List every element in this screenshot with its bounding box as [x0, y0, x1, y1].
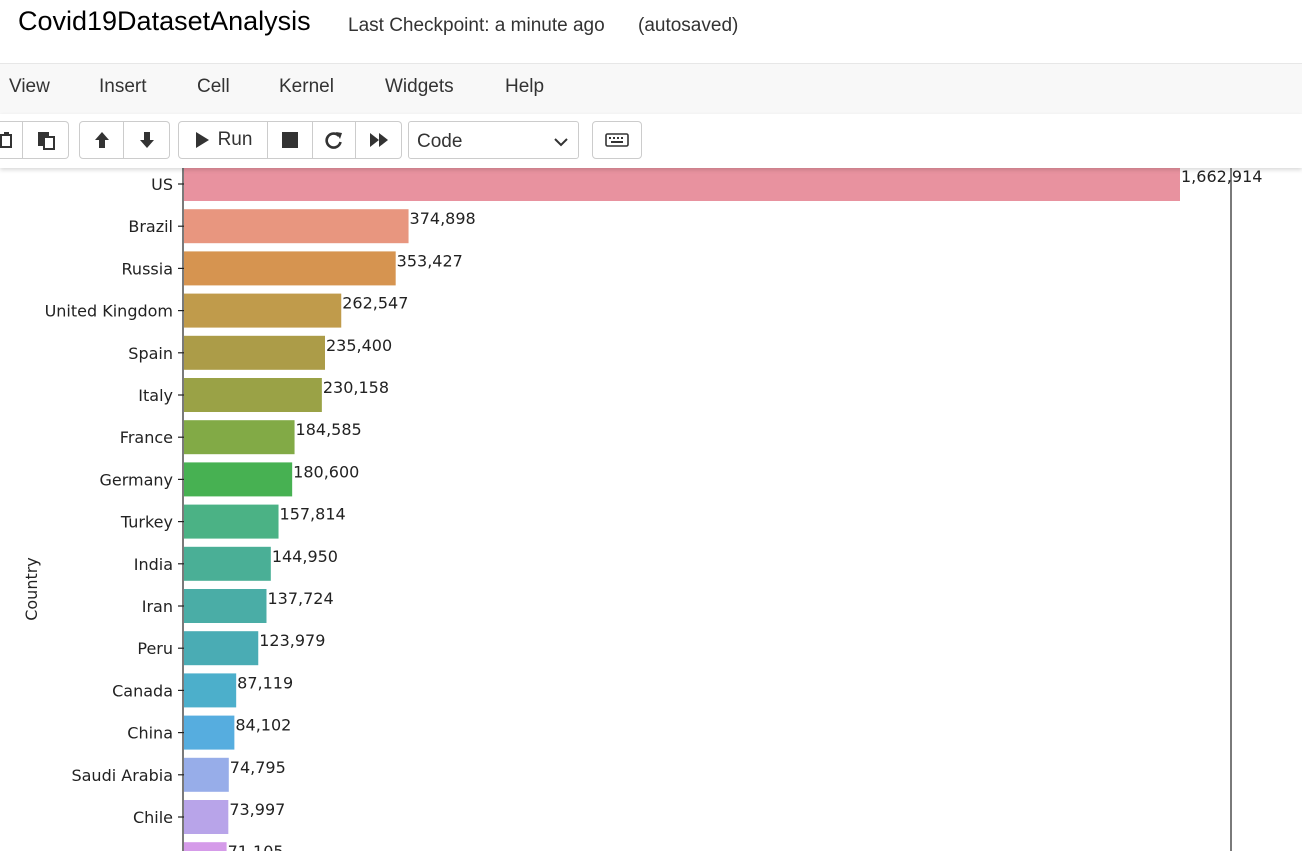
y-tick-label: Iran — [142, 597, 173, 616]
run-icon — [194, 131, 210, 149]
cell-type-value: Code — [417, 131, 463, 152]
restart-run-all-button[interactable] — [356, 121, 402, 159]
y-tick-label: United Kingdom — [45, 302, 173, 321]
bar-peru — [184, 631, 259, 666]
keyboard-icon — [605, 133, 629, 147]
bar-turkey — [184, 504, 279, 539]
copy-button[interactable] — [0, 121, 23, 159]
y-tick-label: India — [134, 555, 173, 574]
bar-china — [184, 715, 235, 750]
bar-value-label: 235,400 — [326, 336, 392, 355]
move-up-icon — [93, 130, 111, 150]
chevron-down-icon — [554, 134, 568, 152]
y-tick-label: Saudi Arabia — [71, 766, 173, 785]
bar-brazil — [184, 209, 409, 244]
bar-value-label: 73,997 — [229, 800, 285, 819]
y-tick-label: US — [151, 175, 173, 194]
bar-value-label: 374,898 — [410, 209, 476, 228]
y-tick-label: Turkey — [120, 513, 173, 532]
bar-chart: 1,662,914 US 374,898 Brazil 353,427 Russia 262… — [22, 168, 1262, 851]
interrupt-button[interactable] — [268, 121, 313, 159]
y-tick-label: Russia — [122, 259, 173, 278]
bar-russia — [184, 251, 396, 286]
bar-value-label: 353,427 — [397, 251, 463, 270]
paste-button[interactable] — [23, 121, 69, 159]
bar-italy — [184, 378, 322, 412]
run-button-label: Run — [217, 129, 253, 150]
bar-value-label: 144,950 — [272, 547, 338, 566]
y-tick-label: Germany — [99, 470, 173, 489]
copy-icon — [0, 131, 14, 149]
y-tick-label: France — [120, 428, 173, 447]
run-button[interactable]: Run — [178, 121, 268, 159]
bar-value-label: 84,102 — [235, 716, 291, 735]
bar-value-label: 87,119 — [237, 673, 293, 692]
y-tick-label: Spain — [128, 344, 173, 363]
move-up-button[interactable] — [79, 121, 124, 159]
bar-saudi-arabia — [184, 757, 229, 792]
bar-india — [184, 546, 271, 581]
chart-output: 1,662,914 US 374,898 Brazil 353,427 Russia 262… — [0, 168, 1302, 851]
y-tick-label: China — [127, 724, 173, 743]
y-tick-label: Chile — [133, 808, 173, 827]
notebook-title[interactable]: Covid19DatasetAnalysis — [18, 6, 311, 36]
restart-button[interactable] — [313, 121, 356, 159]
notebook-header: Covid19DatasetAnalysis Last Checkpoint: … — [0, 0, 1302, 63]
bar-germany — [184, 462, 293, 497]
bar-chile — [184, 800, 229, 834]
bar-united-kingdom — [184, 293, 342, 328]
bar-france — [184, 420, 295, 455]
menu-view[interactable]: View — [9, 76, 50, 97]
bar-value-label: 262,547 — [342, 294, 408, 313]
autosave-status: (autosaved) — [638, 15, 739, 36]
bar-value-label: 71,105 — [228, 842, 284, 851]
command-palette-button[interactable] — [592, 121, 642, 159]
bar-value-label: 1,662,914 — [1181, 168, 1262, 186]
move-down-icon — [138, 130, 156, 150]
bar-spain — [184, 335, 325, 370]
bar-next — [184, 842, 227, 851]
bar-value-label: 180,600 — [293, 462, 359, 481]
checkpoint-status: Last Checkpoint: a minute ago — [348, 15, 605, 36]
menu-insert[interactable]: Insert — [99, 76, 147, 97]
y-tick-label: Italy — [138, 386, 173, 405]
bar-canada — [184, 673, 237, 708]
bar-value-label: 157,814 — [280, 505, 346, 524]
move-down-button[interactable] — [124, 121, 170, 159]
bar-us — [184, 168, 1180, 201]
bar-value-label: 123,979 — [259, 631, 325, 650]
y-axis-title: Country — [22, 557, 41, 621]
bar-value-label: 184,585 — [296, 420, 362, 439]
y-tick-label: Brazil — [128, 217, 173, 236]
y-tick-label: Peru — [137, 639, 173, 658]
fast-forward-icon — [369, 132, 389, 148]
menu-bar: View Insert Cell Kernel Widgets Help — [0, 63, 1302, 115]
stop-icon — [282, 132, 298, 148]
menu-help[interactable]: Help — [505, 76, 545, 97]
notebook-toolbar: Run — [0, 114, 1302, 168]
bar-value-label: 74,795 — [230, 758, 286, 777]
paste-icon — [36, 130, 56, 150]
bar-iran — [184, 589, 267, 623]
bar-value-label: 230,158 — [323, 378, 389, 397]
menu-widgets[interactable]: Widgets — [385, 76, 454, 97]
cell-type-select[interactable]: Code — [408, 121, 579, 159]
menu-cell[interactable]: Cell — [197, 76, 230, 97]
restart-icon — [325, 131, 343, 149]
menu-kernel[interactable]: Kernel — [279, 76, 334, 97]
y-tick-label: Canada — [112, 681, 173, 700]
bar-value-label: 137,724 — [267, 589, 333, 608]
